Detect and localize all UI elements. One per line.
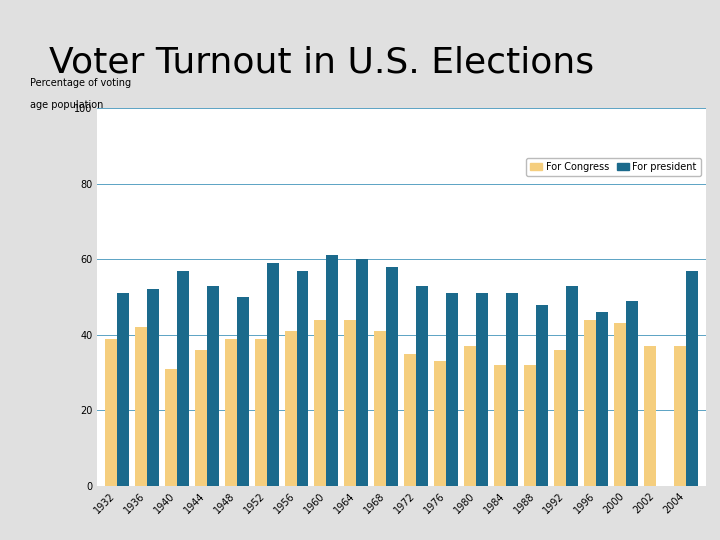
Legend: For Congress, For president: For Congress, For president — [526, 158, 701, 176]
Bar — [464, 346, 477, 486]
Bar — [495, 365, 506, 486]
Bar — [225, 339, 237, 486]
Bar — [326, 255, 338, 486]
Bar — [255, 339, 266, 486]
Bar — [644, 346, 656, 486]
Bar — [297, 271, 308, 486]
Bar — [165, 369, 176, 486]
Bar — [237, 297, 248, 486]
Bar — [536, 305, 548, 486]
Bar — [434, 361, 446, 486]
Text: Voter Turnout in U.S. Elections: Voter Turnout in U.S. Elections — [50, 46, 595, 79]
Bar — [566, 286, 578, 486]
Bar — [584, 320, 596, 486]
Bar — [506, 293, 518, 486]
Bar — [626, 301, 638, 486]
Bar — [117, 293, 129, 486]
Text: Percentage of voting: Percentage of voting — [30, 78, 132, 88]
Bar — [356, 259, 369, 486]
Bar — [266, 263, 279, 486]
Bar — [104, 339, 117, 486]
Bar — [147, 289, 158, 486]
Bar — [284, 331, 297, 486]
Bar — [554, 350, 566, 486]
Bar — [446, 293, 459, 486]
Bar — [416, 286, 428, 486]
Bar — [405, 354, 416, 486]
Bar — [176, 271, 189, 486]
Bar — [344, 320, 356, 486]
Bar — [596, 312, 608, 486]
Bar — [194, 350, 207, 486]
Bar — [477, 293, 488, 486]
Bar — [387, 267, 398, 486]
Bar — [524, 365, 536, 486]
Text: age population: age population — [30, 100, 104, 111]
Bar — [374, 331, 387, 486]
Bar — [135, 327, 147, 486]
Bar — [614, 323, 626, 486]
Bar — [686, 271, 698, 486]
Bar — [674, 346, 686, 486]
Bar — [315, 320, 326, 486]
Bar — [207, 286, 219, 486]
